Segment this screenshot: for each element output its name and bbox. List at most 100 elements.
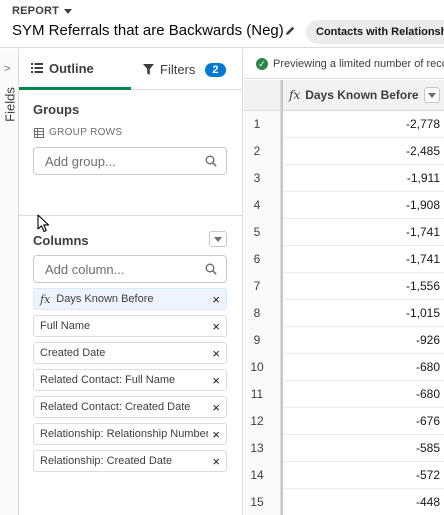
row-number: 2 [244,138,281,165]
add-group-search [33,147,227,175]
days-known-before-cell: -1,741 [405,252,440,266]
remove-column-icon[interactable]: × [210,454,220,469]
group-rows-header: GROUP ROWS [34,127,122,138]
column-list: fx Days Known Before × Full Name × Creat… [33,288,227,477]
add-column-input[interactable] [34,256,194,282]
column-pill-label: Related Contact: Created Date [40,401,191,413]
table-row[interactable]: 9 -926 [244,327,444,354]
column-pill[interactable]: Created Date × [33,342,227,364]
column-pill[interactable]: Relationship: Created Date × [33,450,227,472]
groups-title: Groups [33,102,80,117]
column-pill[interactable]: Relationship: Relationship Number × [33,423,227,445]
search-icon [205,155,217,167]
filters-count-badge: 2 [205,62,226,77]
row-number: 10 [244,354,281,381]
filter-icon [143,64,154,75]
report-type-pill[interactable]: Contacts with Relationships [306,20,444,44]
column-pill-label: Related Contact: Full Name [40,374,176,386]
table-row[interactable]: 2 -2,485 [244,138,444,165]
report-header: REPORT SYM Referrals that are Backwards … [0,0,444,48]
column-pill[interactable]: fx Days Known Before × [33,288,227,310]
preview-grid: ✓ Previewing a limited number of records… [244,49,444,515]
remove-column-icon[interactable]: × [210,292,220,307]
remove-column-icon[interactable]: × [210,346,220,361]
row-number: 13 [244,435,281,462]
tab-outline[interactable]: Outline [19,49,131,90]
tab-filters-label: Filters [160,62,196,77]
table-row[interactable]: 14 -572 [244,462,444,489]
fields-panel-toggle[interactable]: > Fields [0,49,19,515]
column-header-title: fx Days Known Before ↑ [289,88,429,102]
row-number: 6 [244,246,281,273]
grid-column-header[interactable]: fx Days Known Before ↑ [244,80,444,111]
table-row[interactable]: 13 -585 [244,435,444,462]
table-row[interactable]: 3 -1,911 [244,165,444,192]
row-number: 4 [244,192,281,219]
row-number: 14 [244,462,281,489]
days-known-before-cell: -1,015 [405,306,440,320]
column-pill-label: Relationship: Created Date [40,455,173,467]
pencil-icon[interactable] [284,24,296,38]
days-known-before-cell: -2,778 [405,117,440,131]
add-group-input[interactable] [34,148,194,174]
row-number: 7 [244,273,281,300]
days-known-before-cell: -680 [415,360,440,374]
days-known-before-cell: -1,911 [406,171,440,185]
column-pill-label: Full Name [40,320,91,332]
days-known-before-cell: -926 [415,333,440,347]
row-number: 9 [244,327,281,354]
row-number: 1 [244,111,281,138]
column-pill[interactable]: Full Name × [33,315,227,337]
days-known-before-cell: -1,908 [405,198,440,212]
table-icon [34,127,44,138]
mouse-cursor-icon [37,214,50,233]
formula-icon: fx [40,292,51,306]
days-known-before-cell: -676 [415,414,440,428]
tab-filters[interactable]: Filters 2 [131,49,243,90]
table-row[interactable]: 6 -1,741 [244,246,444,273]
remove-column-icon[interactable]: × [210,319,220,334]
row-number: 15 [244,489,281,515]
caret-down-icon [64,9,73,14]
days-known-before-cell: -680 [415,387,440,401]
tab-outline-label: Outline [49,60,94,76]
report-label: REPORT [12,5,60,17]
column-pill-label: Days Known Before [56,293,154,305]
preview-notice: ✓ Previewing a limited number of records… [244,49,444,79]
outline-panel: Outline Filters 2 Groups GROUP ROWS Colu… [19,49,243,515]
list-icon [31,63,43,73]
search-icon [205,263,217,275]
columns-menu-button[interactable] [209,231,227,247]
days-known-before-cell: -1,741 [405,225,440,239]
table-row[interactable]: 5 -1,741 [244,219,444,246]
table-row[interactable]: 10 -680 [244,354,444,381]
table-row[interactable]: 8 -1,015 [244,300,444,327]
column-resize-handle[interactable] [281,80,283,515]
section-divider [19,215,243,216]
days-known-before-cell: -2,485 [405,144,440,158]
table-row[interactable]: 4 -1,908 [244,192,444,219]
remove-column-icon[interactable]: × [210,400,220,415]
panel-tabs: Outline Filters 2 [19,49,243,90]
table-row[interactable]: 11 -680 [244,381,444,408]
row-number: 8 [244,300,281,327]
table-row[interactable]: 12 -676 [244,408,444,435]
column-pill[interactable]: Related Contact: Full Name × [33,369,227,391]
remove-column-icon[interactable]: × [210,373,220,388]
column-header-menu-button[interactable] [424,87,440,103]
preview-notice-text: Previewing a limited number of records. [273,57,444,70]
table-row[interactable]: 7 -1,556 [244,273,444,300]
column-pill-label: Relationship: Relationship Number [40,428,208,440]
row-number: 12 [244,408,281,435]
remove-column-icon[interactable]: × [210,427,220,442]
table-row[interactable]: 1 -2,778 [244,111,444,138]
column-pill[interactable]: Related Contact: Created Date × [33,396,227,418]
columns-title: Columns [33,233,89,248]
report-title: SYM Referrals that are Backwards (Neg) [12,22,284,39]
row-number: 11 [244,381,281,408]
column-pill-label: Created Date [40,347,106,359]
days-known-before-cell: -1,556 [405,279,440,293]
table-row[interactable]: 15 -448 [244,489,444,515]
report-type-menu[interactable]: REPORT [12,5,73,17]
column-header-label: Days Known Before [305,88,419,102]
